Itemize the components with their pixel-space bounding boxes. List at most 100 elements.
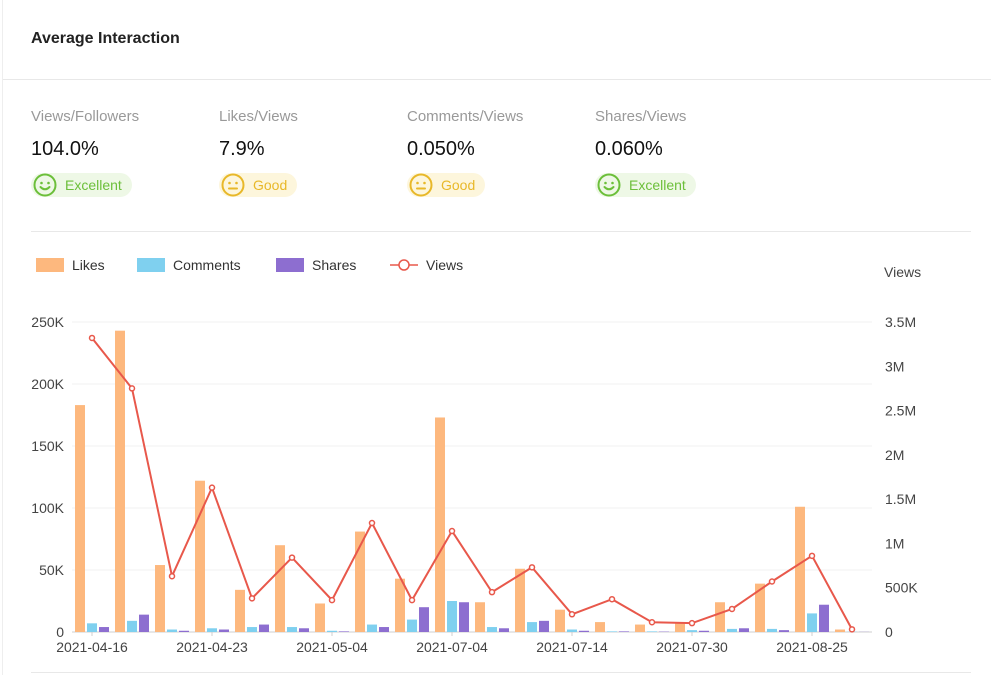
likes-bar xyxy=(675,622,685,632)
views-point xyxy=(208,484,216,491)
likes-bar xyxy=(195,480,205,632)
x-axis-tick: 2021-05-04 xyxy=(296,639,368,655)
views-point xyxy=(288,554,296,561)
comments-bar xyxy=(607,631,617,632)
comments-bar xyxy=(687,630,697,632)
metric-label: Comments/Views xyxy=(407,108,524,125)
neutral-face-icon xyxy=(409,173,433,197)
metric-label: Likes/Views xyxy=(219,108,298,125)
metric-label: Shares/Views xyxy=(595,108,687,125)
likes-bar xyxy=(315,603,325,632)
divider xyxy=(31,231,971,232)
x-axis-tick: 2021-07-30 xyxy=(656,639,728,655)
shares-bar xyxy=(819,604,829,632)
legend-label: Comments xyxy=(173,257,241,273)
views-point xyxy=(128,385,136,392)
x-axis-tick: 2021-07-04 xyxy=(416,639,488,655)
rating-text: Good xyxy=(441,177,476,193)
views-point xyxy=(568,611,576,618)
likes-bar xyxy=(235,589,245,632)
likes-bar xyxy=(115,330,125,632)
shares-bar xyxy=(619,631,629,632)
views-point xyxy=(328,596,336,604)
comments-bar xyxy=(367,624,377,632)
right-axis-tick: 2M xyxy=(885,447,904,463)
comments-bar xyxy=(167,629,177,632)
bottom-divider xyxy=(31,672,971,673)
likes-bar xyxy=(715,602,725,632)
rating-badge: Good xyxy=(219,173,298,197)
shares-bar xyxy=(339,631,349,632)
metric-label: Views/Followers xyxy=(31,108,140,125)
shares-bar xyxy=(139,614,149,632)
neutral-face-icon xyxy=(221,173,245,197)
likes-bar xyxy=(75,405,85,632)
shares-bar xyxy=(779,630,789,632)
shares-bar xyxy=(379,627,389,632)
views-point xyxy=(688,619,696,627)
legend-likes[interactable]: Likes xyxy=(36,257,105,273)
views-point xyxy=(608,595,616,603)
shares-bar xyxy=(459,602,469,632)
left-axis-tick: 150K xyxy=(31,438,64,454)
comments-bar xyxy=(807,613,817,632)
comments-bar xyxy=(287,627,297,632)
right-axis-tick: 1M xyxy=(885,535,904,551)
comments-bar xyxy=(407,619,417,632)
shares-swatch xyxy=(276,258,304,272)
x-axis-tick: 2021-04-16 xyxy=(56,639,128,655)
views-point xyxy=(528,564,536,571)
rating-text: Excellent xyxy=(629,177,686,193)
views-point xyxy=(728,605,736,613)
likes-bar xyxy=(835,629,845,632)
shares-bar xyxy=(179,630,189,632)
legend-label: Shares xyxy=(312,257,357,273)
shares-bar xyxy=(299,628,309,632)
shares-bar xyxy=(739,628,749,632)
comments-swatch xyxy=(137,258,165,272)
views-point xyxy=(808,552,816,560)
views-point xyxy=(848,626,856,633)
x-axis-tick: 2021-08-25 xyxy=(776,639,848,655)
views-point xyxy=(408,596,416,604)
card-header: Average Interaction xyxy=(3,0,991,80)
likes-swatch xyxy=(36,258,64,272)
card-title: Average Interaction xyxy=(31,30,180,47)
legend-comments[interactable]: Comments xyxy=(137,257,241,273)
shares-bar xyxy=(539,620,549,632)
metric-value: 0.060% xyxy=(595,138,663,160)
metric-shares-views: Shares/Views 0.060% Excellent xyxy=(595,108,696,202)
right-axis-title: Views xyxy=(884,264,921,280)
right-axis-tick: 2.5M xyxy=(885,403,916,419)
comments-bar xyxy=(327,630,337,632)
left-axis-tick: 200K xyxy=(31,376,64,392)
comments-bar xyxy=(127,620,137,632)
metric-comments-views: Comments/Views 0.050% Good xyxy=(407,108,523,202)
comments-bar xyxy=(647,631,657,632)
shares-bar xyxy=(579,630,589,632)
legend-views[interactable]: Views xyxy=(390,257,463,273)
shares-bar xyxy=(419,607,429,632)
comments-bar xyxy=(527,622,537,632)
shares-bar xyxy=(699,630,709,632)
comments-bar xyxy=(207,628,217,632)
likes-bar xyxy=(755,583,765,632)
right-axis-tick: 0 xyxy=(885,624,893,640)
comments-bar xyxy=(487,627,497,632)
shares-bar xyxy=(99,627,109,632)
right-axis-tick: 1.5M xyxy=(885,491,916,507)
rating-text: Excellent xyxy=(65,177,122,193)
views-point xyxy=(488,588,496,596)
legend-shares[interactable]: Shares xyxy=(276,257,356,273)
metric-likes-views: Likes/Views 7.9% Good xyxy=(219,108,298,202)
smile-icon xyxy=(597,173,621,197)
right-axis-tick: 500K xyxy=(885,580,918,596)
likes-bar xyxy=(555,609,565,632)
shares-bar xyxy=(259,624,269,632)
legend-label: Likes xyxy=(72,257,105,273)
comments-bar xyxy=(87,623,97,632)
left-axis-tick: 50K xyxy=(39,562,65,578)
views-line xyxy=(91,337,853,630)
left-axis-tick: 100K xyxy=(31,500,64,516)
